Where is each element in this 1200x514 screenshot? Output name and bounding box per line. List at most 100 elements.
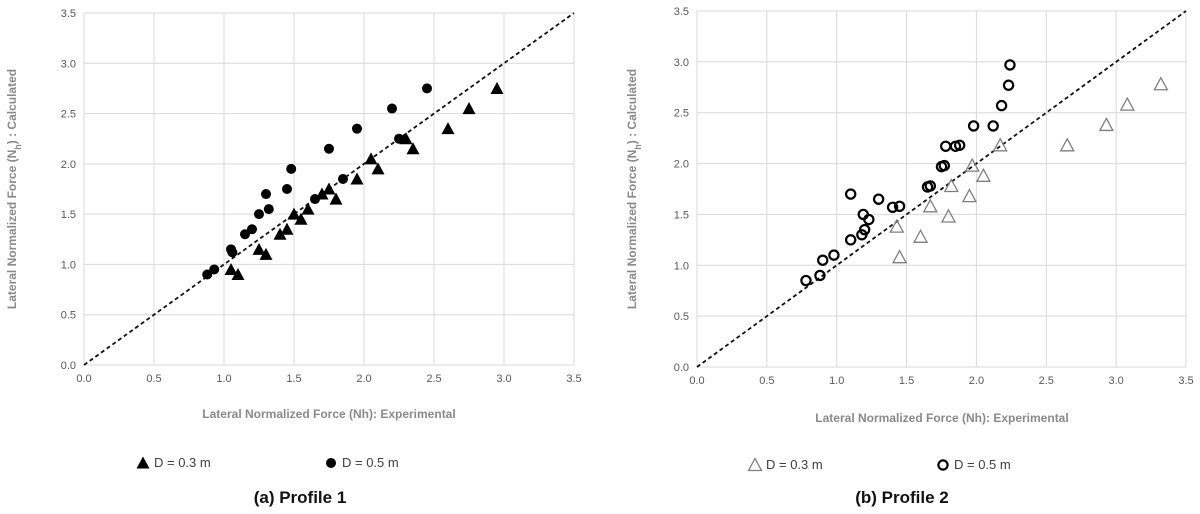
y-tick-label: 0.5 bbox=[674, 311, 689, 323]
data-point bbox=[858, 223, 871, 236]
y-tick-label: 1.0 bbox=[674, 260, 689, 272]
x-tick-label: 0.0 bbox=[689, 375, 704, 387]
data-point bbox=[301, 202, 315, 215]
x-tick-label: 2.0 bbox=[356, 373, 371, 385]
y-tick-label: 0.0 bbox=[674, 362, 689, 374]
data-point bbox=[964, 157, 980, 172]
data-point bbox=[961, 188, 978, 203]
y-tick-label: 3.0 bbox=[674, 57, 689, 69]
y-axis-title-main: Lateral Normalized Force (N bbox=[5, 150, 19, 309]
data-point bbox=[1059, 137, 1075, 152]
legend-label: D = 0.5 m bbox=[954, 457, 1011, 472]
y-axis-title-subscript: h bbox=[633, 144, 643, 150]
data-point bbox=[352, 123, 362, 134]
scatter-chart-profile-1: 0.0 0.5 1.0 1.5 2.0 2.5 3.0 3.5 0.0 0.5 1.0 1.5 2.0 2… bbox=[5, 8, 582, 507]
x-tick-label: 3.5 bbox=[566, 373, 581, 385]
x-tick-label: 2.5 bbox=[426, 373, 441, 385]
chart-caption: (a) Profile 1 bbox=[254, 488, 347, 507]
x-tick-label: 0.5 bbox=[759, 375, 774, 387]
data-point bbox=[310, 194, 320, 205]
data-point bbox=[995, 99, 1008, 112]
data-point bbox=[273, 227, 287, 240]
data-point bbox=[263, 204, 274, 215]
y-tick-label: 3.5 bbox=[61, 8, 76, 20]
data-point bbox=[329, 192, 343, 205]
data-point bbox=[287, 207, 301, 220]
data-point bbox=[1098, 117, 1114, 132]
x-tick-label: 2.0 bbox=[969, 375, 984, 387]
data-point bbox=[886, 201, 899, 214]
data-point bbox=[280, 222, 294, 235]
data-point bbox=[940, 208, 957, 223]
data-point bbox=[259, 247, 273, 260]
data-point bbox=[387, 103, 397, 114]
x-axis-title: Lateral Normalized Force (Nh): Experimen… bbox=[815, 411, 1068, 425]
data-point bbox=[1119, 96, 1135, 111]
data-point bbox=[800, 274, 812, 287]
data-point bbox=[817, 254, 829, 266]
data-point bbox=[1002, 79, 1015, 91]
data-point bbox=[324, 143, 334, 154]
y-axis-title-subscript: h bbox=[13, 144, 23, 150]
x-tick-label: 3.5 bbox=[1178, 375, 1193, 387]
data-point bbox=[893, 200, 906, 212]
data-point bbox=[282, 184, 292, 194]
data-point bbox=[987, 120, 999, 132]
data-point bbox=[872, 193, 885, 205]
y-tick-label: 2.5 bbox=[61, 109, 76, 121]
y-tick-label: 2.0 bbox=[674, 159, 689, 171]
data-point bbox=[202, 269, 213, 280]
data-point bbox=[943, 178, 959, 193]
data-point bbox=[828, 249, 840, 261]
x-tick-label: 1.0 bbox=[216, 373, 231, 385]
series-0-markers bbox=[889, 76, 1169, 264]
legend-marker bbox=[136, 456, 150, 469]
data-point bbox=[462, 102, 476, 115]
legend-marker bbox=[937, 459, 949, 471]
data-point bbox=[814, 269, 826, 282]
data-point bbox=[1004, 59, 1016, 71]
chart-panel-profile-2: 0.0 0.5 1.0 1.5 2.0 2.5 3.0 3.5 0.0 0.5 1.0 1.5 2.0 2… bbox=[612, 0, 1200, 514]
data-point bbox=[490, 81, 504, 94]
data-point bbox=[224, 262, 238, 275]
y-tick-label: 3.5 bbox=[674, 6, 689, 18]
data-point bbox=[371, 162, 385, 175]
one-to-one-reference-line bbox=[696, 10, 1187, 368]
x-tick-label: 1.5 bbox=[286, 373, 301, 385]
y-tick-label: 0.0 bbox=[61, 360, 76, 372]
y-axis-title: Lateral Normalized Force (Nh) : Calculat… bbox=[625, 69, 643, 309]
data-point bbox=[254, 209, 264, 220]
y-axis-title-tail: ) : Calculated bbox=[625, 69, 639, 144]
y-axis-title-tail: ) : Calculated bbox=[5, 69, 19, 144]
data-point bbox=[240, 229, 250, 240]
y-axis-title-main: Lateral Normalized Force (N bbox=[625, 150, 639, 309]
legend-label: D = 0.5 m bbox=[342, 455, 399, 470]
data-point bbox=[209, 264, 220, 275]
data-point bbox=[863, 213, 875, 226]
data-point bbox=[406, 142, 420, 155]
legend-marker bbox=[747, 457, 763, 472]
data-point bbox=[844, 188, 857, 200]
data-point bbox=[422, 83, 432, 94]
data-point bbox=[938, 159, 950, 172]
data-point bbox=[975, 167, 992, 182]
data-point bbox=[939, 140, 952, 152]
x-tick-label: 1.0 bbox=[829, 375, 844, 387]
data-point bbox=[953, 139, 966, 151]
series-1-markers bbox=[202, 83, 432, 280]
y-tick-label: 1.5 bbox=[674, 209, 689, 221]
y-axis-title: Lateral Normalized Force (Nh) : Calculat… bbox=[5, 69, 23, 309]
data-point bbox=[286, 163, 297, 174]
y-tick-label: 1.0 bbox=[61, 259, 76, 271]
data-point bbox=[231, 267, 245, 281]
x-tick-label: 3.0 bbox=[496, 373, 511, 385]
legend-marker bbox=[326, 458, 336, 468]
data-point bbox=[441, 122, 455, 135]
series-1-markers bbox=[800, 59, 1016, 287]
chart-caption: (b) Profile 2 bbox=[855, 488, 949, 507]
data-point bbox=[364, 152, 378, 165]
scatter-chart-profile-2: 0.0 0.5 1.0 1.5 2.0 2.5 3.0 3.5 0.0 0.5 1.0 1.5 2.0 2… bbox=[625, 6, 1194, 507]
legend-label: D = 0.3 m bbox=[154, 455, 211, 470]
data-point bbox=[992, 137, 1008, 152]
legend-label: D = 0.3 m bbox=[766, 457, 823, 472]
